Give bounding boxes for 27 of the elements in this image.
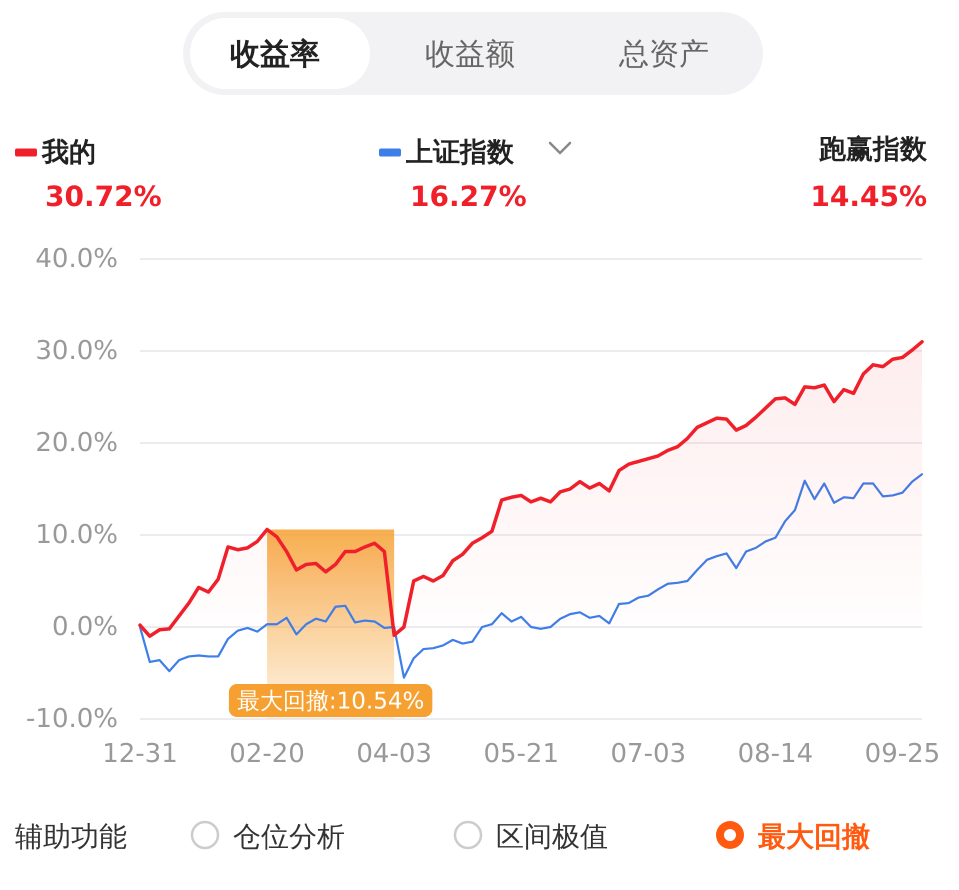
text: 区间极值 [496,819,608,855]
x-tick-label: 08-14 [738,739,814,769]
band-label: 最大回撤:10.54% [236,688,424,714]
x-tick-label: 04-03 [356,739,432,769]
text: 最大回撤 [758,819,870,855]
text: 30.72% [45,180,162,213]
text: 总资产 [618,36,710,74]
legend-label: 上证指数 [405,137,515,168]
y-tick-label: 0.0% [52,612,118,642]
text: 仓位分析 [233,819,345,855]
x-tick-label: 09-25 [864,739,940,769]
x-tick-label: 12-31 [102,739,178,769]
x-tick-label: 07-03 [610,739,686,769]
legend-label: 我的 [41,137,96,168]
text: 辅助功能 [15,819,127,855]
y-tick-label: 10.0% [35,520,118,550]
y-tick-label: 40.0% [35,244,118,274]
text: 跑赢指数 [819,133,927,167]
text: 14.45% [810,180,927,213]
x-tick-label: 05-21 [483,739,560,769]
y-tick-label: -10.0% [26,704,118,734]
y-tick-label: 30.0% [35,336,118,366]
text: 收益额 [424,36,516,74]
text: 收益率 [229,36,321,74]
x-tick-label: 02-20 [229,739,305,769]
y-tick-label: 20.0% [35,428,118,458]
text: 16.27% [410,180,527,213]
